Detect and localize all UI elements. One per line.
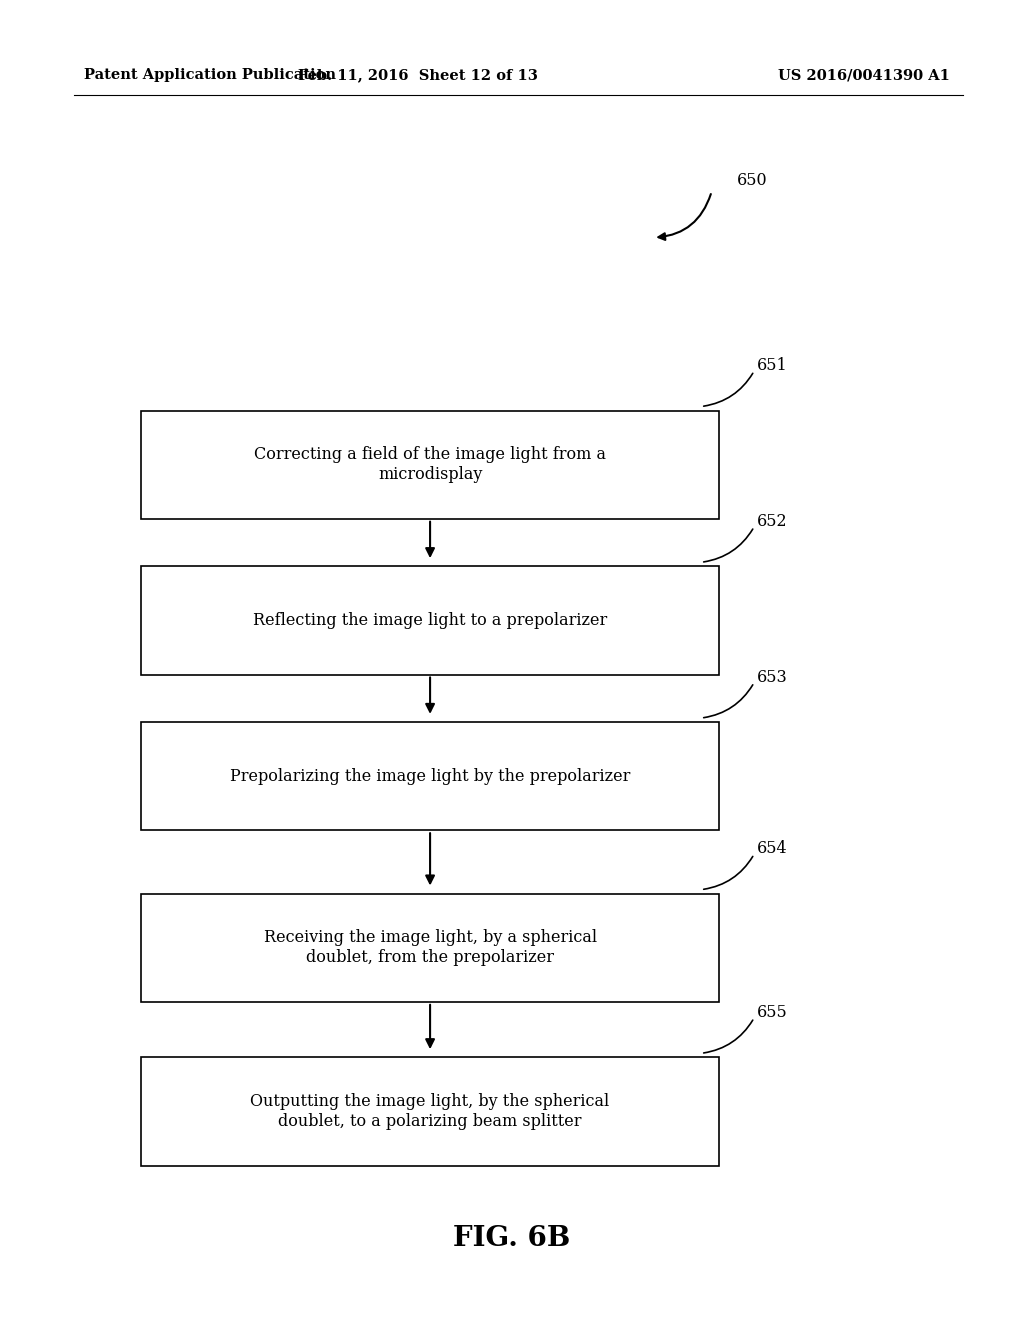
Text: Patent Application Publication: Patent Application Publication [84, 69, 336, 82]
Text: 650: 650 [737, 173, 768, 189]
Text: Prepolarizing the image light by the prepolarizer: Prepolarizing the image light by the pre… [230, 768, 630, 784]
Bar [141, 1057, 719, 1166]
Text: US 2016/0041390 A1: US 2016/0041390 A1 [778, 69, 950, 82]
Text: 655: 655 [757, 1005, 788, 1020]
Bar [141, 411, 719, 519]
Text: 654: 654 [758, 841, 787, 857]
Text: FIG. 6B: FIG. 6B [454, 1225, 570, 1251]
Bar [141, 566, 719, 675]
Text: Feb. 11, 2016  Sheet 12 of 13: Feb. 11, 2016 Sheet 12 of 13 [298, 69, 538, 82]
Text: Reflecting the image light to a prepolarizer: Reflecting the image light to a prepolar… [253, 612, 607, 628]
Text: Correcting a field of the image light from a
microdisplay: Correcting a field of the image light fr… [254, 446, 606, 483]
Text: Receiving the image light, by a spherical
doublet, from the prepolarizer: Receiving the image light, by a spherica… [263, 929, 597, 966]
Text: 652: 652 [758, 513, 787, 529]
Bar [141, 722, 719, 830]
Bar [141, 894, 719, 1002]
Text: Outputting the image light, by the spherical
doublet, to a polarizing beam split: Outputting the image light, by the spher… [251, 1093, 609, 1130]
Text: 651: 651 [757, 358, 788, 374]
Text: 653: 653 [757, 669, 788, 685]
